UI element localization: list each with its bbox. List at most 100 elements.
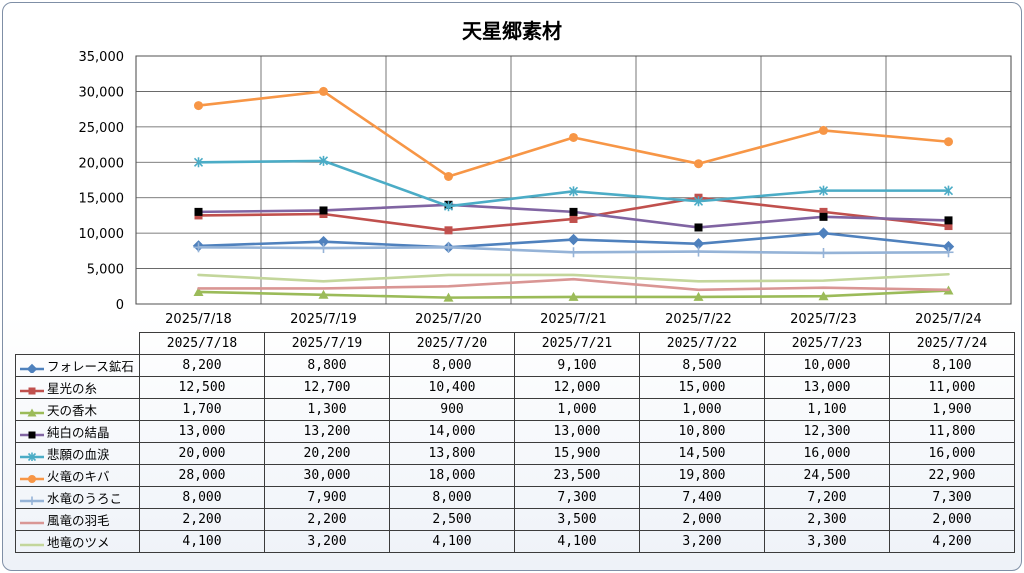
data-point xyxy=(944,216,953,225)
legend-key xyxy=(20,521,44,524)
data-point xyxy=(818,291,829,301)
series-name-cell: 風竜の羽毛 xyxy=(15,508,140,531)
table-cell: 3,300 xyxy=(764,530,890,553)
table-header-cell: 2025/7/19 xyxy=(264,332,390,355)
legend-key xyxy=(20,387,44,394)
table-cell: 11,000 xyxy=(889,376,1015,399)
data-point xyxy=(818,247,829,258)
table-cell: 24,500 xyxy=(764,464,890,487)
table-row: 火竜のキバ 28,000 30,000 18,000 23,500 19,800 24,50… xyxy=(15,464,1015,487)
series-name: 天の香木 xyxy=(47,403,98,418)
chart-title: 天星郷素材 xyxy=(462,19,562,43)
table-cell: 4,100 xyxy=(139,530,265,553)
series-name-cell: 地竜のツメ xyxy=(15,530,140,553)
table-cell: 16,000 xyxy=(764,442,890,465)
legend-key xyxy=(20,431,44,438)
data-point xyxy=(443,292,454,302)
data-point xyxy=(944,222,953,231)
table-cell: 12,000 xyxy=(514,376,640,399)
table-cell: 13,000 xyxy=(514,420,640,443)
legend-key xyxy=(20,496,44,505)
x-tick-label: 2025/7/21 xyxy=(540,312,607,327)
legend-key xyxy=(20,363,44,373)
table-header-cell: 2025/7/20 xyxy=(389,332,515,355)
data-point xyxy=(568,186,579,197)
data-point xyxy=(193,286,204,296)
data-point xyxy=(819,212,828,221)
data-point xyxy=(818,185,829,196)
data-point xyxy=(819,207,828,216)
table-cell: 20,000 xyxy=(139,442,265,465)
data-point xyxy=(694,159,703,169)
series-line xyxy=(197,272,950,283)
table-cell: 2,000 xyxy=(889,508,1015,531)
data-point xyxy=(318,243,329,254)
y-tick-label: 15,000 xyxy=(79,192,125,207)
series-triangle-group xyxy=(193,285,954,302)
y-tick-label: 20,000 xyxy=(79,156,125,171)
data-point xyxy=(318,289,329,299)
table-header-cell: 2025/7/18 xyxy=(139,332,265,355)
series-name: 星光の糸 xyxy=(47,381,98,396)
table-cell: 18,000 xyxy=(389,464,515,487)
table-cell: 1,300 xyxy=(264,398,390,421)
x-tick-label: 2025/7/22 xyxy=(665,312,732,327)
y-tick-label: 10,000 xyxy=(79,227,125,242)
series-none-group xyxy=(197,277,950,292)
data-point xyxy=(26,363,38,373)
table-cell: 1,000 xyxy=(514,398,640,421)
data-point xyxy=(443,201,454,212)
data-point xyxy=(319,86,328,96)
line-chart: 35,000 30,000 25,000 20,000 15,000 10,000 5,00… xyxy=(79,50,1012,327)
table-header-row: 2025/7/18 2025/7/19 2025/7/20 2025/7/21 2025… xyxy=(15,332,1015,355)
table-row: 天の香木 1,700 1,300 900 1,000 1,000 1,100 1,900 xyxy=(15,398,1015,421)
table-cell: 1,900 xyxy=(889,398,1015,421)
table-cell: 12,300 xyxy=(764,420,890,443)
data-point xyxy=(28,474,36,483)
data-point xyxy=(194,207,203,216)
table-cell: 1,700 xyxy=(139,398,265,421)
series-circle-group xyxy=(194,86,953,181)
table-cell: 2,000 xyxy=(639,508,765,531)
series-name-cell: 星光の糸 xyxy=(15,376,140,399)
data-table: 2025/7/18 2025/7/19 2025/7/20 2025/7/21 2025… xyxy=(15,332,1015,553)
data-point xyxy=(694,223,703,232)
legend-key xyxy=(20,452,44,461)
table-row: フォレース鉱石 8,200 8,800 8,000 9,100 8,500 10,000 8,… xyxy=(15,354,1015,377)
table-cell: 8,000 xyxy=(389,354,515,377)
data-point xyxy=(27,496,37,505)
series-none-group xyxy=(197,272,950,283)
table-cell: 13,000 xyxy=(764,376,890,399)
data-point xyxy=(444,171,453,181)
x-tick-label: 2025/7/20 xyxy=(415,312,482,327)
x-tick-label: 2025/7/18 xyxy=(165,312,232,327)
table-cell: 1,000 xyxy=(639,398,765,421)
data-point xyxy=(569,132,578,142)
series-name: 水竜のうろこ xyxy=(47,491,123,506)
table-cell: 7,200 xyxy=(764,486,890,509)
y-tick-label: 30,000 xyxy=(79,85,125,100)
table-cell: 8,000 xyxy=(389,486,515,509)
y-tick-label: 0 xyxy=(116,298,124,313)
table-cell: 1,100 xyxy=(764,398,890,421)
table-cell: 10,800 xyxy=(639,420,765,443)
series-line xyxy=(197,277,950,292)
data-point xyxy=(568,291,579,301)
data-point xyxy=(567,233,580,246)
table-cell: 19,800 xyxy=(639,464,765,487)
data-point xyxy=(817,227,830,239)
table-row: 悲願の血涙 20,000 20,200 13,800 15,900 14,500 16,00… xyxy=(15,442,1015,465)
table-cell: 9,100 xyxy=(514,354,640,377)
series-name-cell: 火竜のキバ xyxy=(15,464,140,487)
table-cell: 7,400 xyxy=(639,486,765,509)
data-point xyxy=(444,226,453,235)
table-cell: 11,800 xyxy=(889,420,1015,443)
table-cell: 15,000 xyxy=(639,376,765,399)
data-point xyxy=(693,246,704,257)
table-cell: 13,200 xyxy=(264,420,390,443)
table-cell: 7,300 xyxy=(514,486,640,509)
data-point xyxy=(28,387,36,394)
table-cell: 4,100 xyxy=(389,530,515,553)
table-cell: 900 xyxy=(389,398,515,421)
